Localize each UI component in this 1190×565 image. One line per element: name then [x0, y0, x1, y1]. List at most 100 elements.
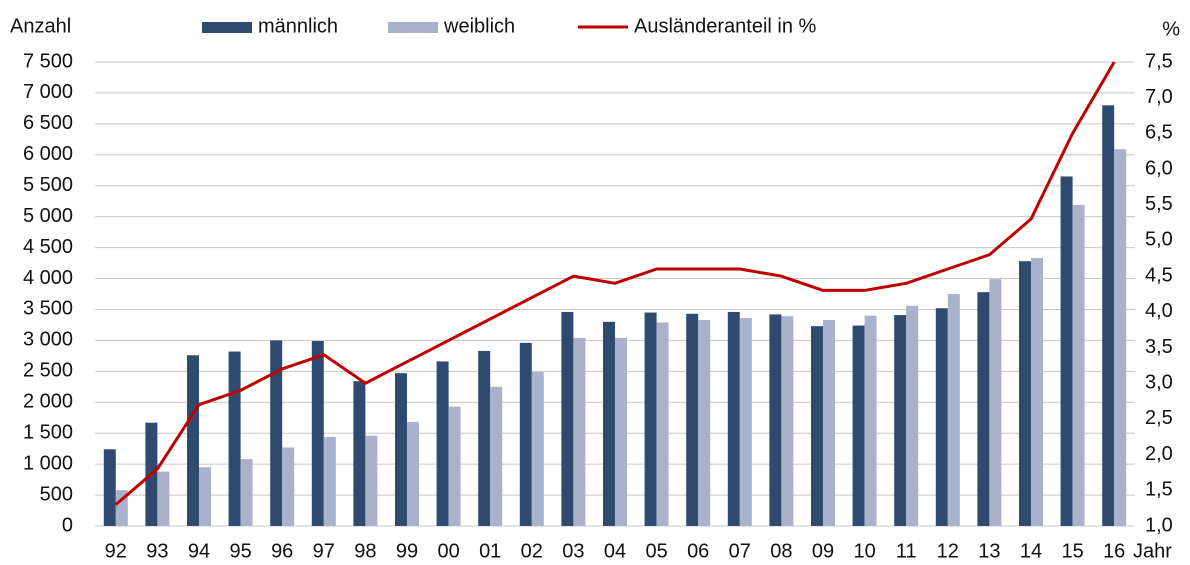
x-tick-label: 97: [313, 540, 335, 562]
y2-tick-label: 5,0: [1145, 229, 1173, 251]
x-tick-label: 04: [604, 540, 626, 562]
x-tick-label: 98: [354, 540, 376, 562]
bar: [561, 311, 574, 526]
x-tick-label: 00: [437, 540, 459, 562]
bar: [864, 315, 877, 526]
bar: [989, 279, 1002, 526]
y-tick-label: 3 000: [23, 329, 73, 351]
x-tick-label: 07: [729, 540, 751, 562]
y-tick-label: 7 500: [23, 50, 73, 72]
bar: [115, 490, 128, 526]
y-tick-label: 2 500: [23, 360, 73, 382]
y2-tick-label: 3,0: [1145, 372, 1173, 394]
x-tick-label: 11: [896, 540, 917, 562]
legend-label: männlich: [258, 15, 338, 37]
y2-axis-label: %: [1162, 18, 1180, 40]
y-tick-label: 6 000: [23, 143, 73, 165]
bar: [282, 447, 295, 526]
y-tick-label: 2 000: [23, 391, 73, 413]
bar: [781, 316, 794, 526]
bar: [603, 321, 615, 526]
x-tick-label: 10: [853, 540, 875, 562]
y-tick-label: 4 000: [23, 267, 73, 289]
y2-tick-label: 6,0: [1145, 157, 1173, 179]
y2-tick-label: 4,5: [1145, 264, 1173, 286]
x-tick-label: 99: [396, 540, 418, 562]
bar: [448, 406, 461, 526]
bar: [240, 459, 253, 526]
y2-tick-label: 4,0: [1145, 300, 1173, 322]
y2-tick-label: 7,0: [1145, 86, 1173, 108]
x-tick-label: 94: [188, 540, 210, 562]
x-tick-label: 09: [812, 540, 834, 562]
bar: [573, 337, 586, 526]
bar: [947, 294, 960, 526]
y2-tick-label: 7,5: [1145, 50, 1173, 72]
bar: [686, 313, 699, 526]
bar: [811, 326, 823, 526]
bar: [977, 292, 990, 526]
y-tick-label: 4 500: [23, 236, 73, 258]
y-tick-label: 0: [62, 514, 73, 536]
bar: [353, 381, 366, 526]
x-tick-label: 14: [1020, 540, 1042, 562]
bar: [935, 308, 948, 526]
bar: [1060, 176, 1073, 526]
x-tick-label: 08: [770, 540, 792, 562]
bar: [906, 305, 919, 526]
line: [114, 61, 1116, 506]
bar: [228, 351, 241, 526]
y2-tick-label: 3,5: [1145, 336, 1173, 358]
bar: [739, 318, 752, 526]
bar: [727, 311, 740, 526]
legend-swatch: [202, 22, 252, 33]
bar: [103, 449, 116, 526]
bar: [852, 325, 865, 526]
x-tick-label: 01: [479, 540, 501, 562]
bar: [270, 340, 283, 526]
y2-tick-label: 1,0: [1145, 514, 1173, 536]
x-tick-label: 93: [146, 540, 168, 562]
y-tick-label: 6 500: [23, 112, 73, 134]
bar: [769, 314, 782, 526]
y-tick-label: 1 500: [23, 421, 73, 443]
bar: [395, 373, 407, 526]
y2-tick-label: 1,5: [1145, 479, 1173, 501]
y2-tick-label: 2,5: [1145, 407, 1173, 429]
bar: [187, 355, 199, 526]
x-tick-label: 03: [562, 540, 584, 562]
x-tick-label: 15: [1061, 540, 1083, 562]
bar: [1102, 105, 1115, 526]
bar: [478, 350, 491, 526]
y-tick-label: 3 500: [23, 298, 73, 320]
x-axis-label: Jahr: [1133, 540, 1172, 562]
y-tick-label: 5 000: [23, 205, 73, 227]
bar: [311, 341, 324, 526]
bar: [656, 322, 669, 526]
bar: [644, 312, 657, 526]
x-tick-label: 13: [978, 540, 1000, 562]
bar: [615, 337, 627, 526]
bar: [519, 342, 532, 526]
bar: [407, 422, 419, 526]
bar: [365, 435, 378, 526]
legend-swatch: [388, 22, 438, 33]
bar: [1072, 204, 1085, 527]
y2-tick-label: 5,5: [1145, 193, 1173, 215]
bar: [436, 361, 449, 526]
x-tick-label: 16: [1103, 540, 1125, 562]
bar: [1031, 258, 1043, 526]
y-tick-label: 5 500: [23, 174, 73, 196]
bar: [490, 386, 503, 526]
x-tick-label: 12: [937, 540, 959, 562]
bar: [1019, 261, 1031, 526]
bar: [698, 319, 711, 526]
y2-tick-label: 6,5: [1145, 122, 1173, 144]
x-tick-label: 02: [521, 540, 543, 562]
y-tick-label: 1 000: [23, 452, 73, 474]
bar: [1114, 149, 1127, 526]
legend-label: weiblich: [443, 15, 515, 37]
x-tick-label: 96: [271, 540, 293, 562]
bar: [323, 436, 336, 526]
